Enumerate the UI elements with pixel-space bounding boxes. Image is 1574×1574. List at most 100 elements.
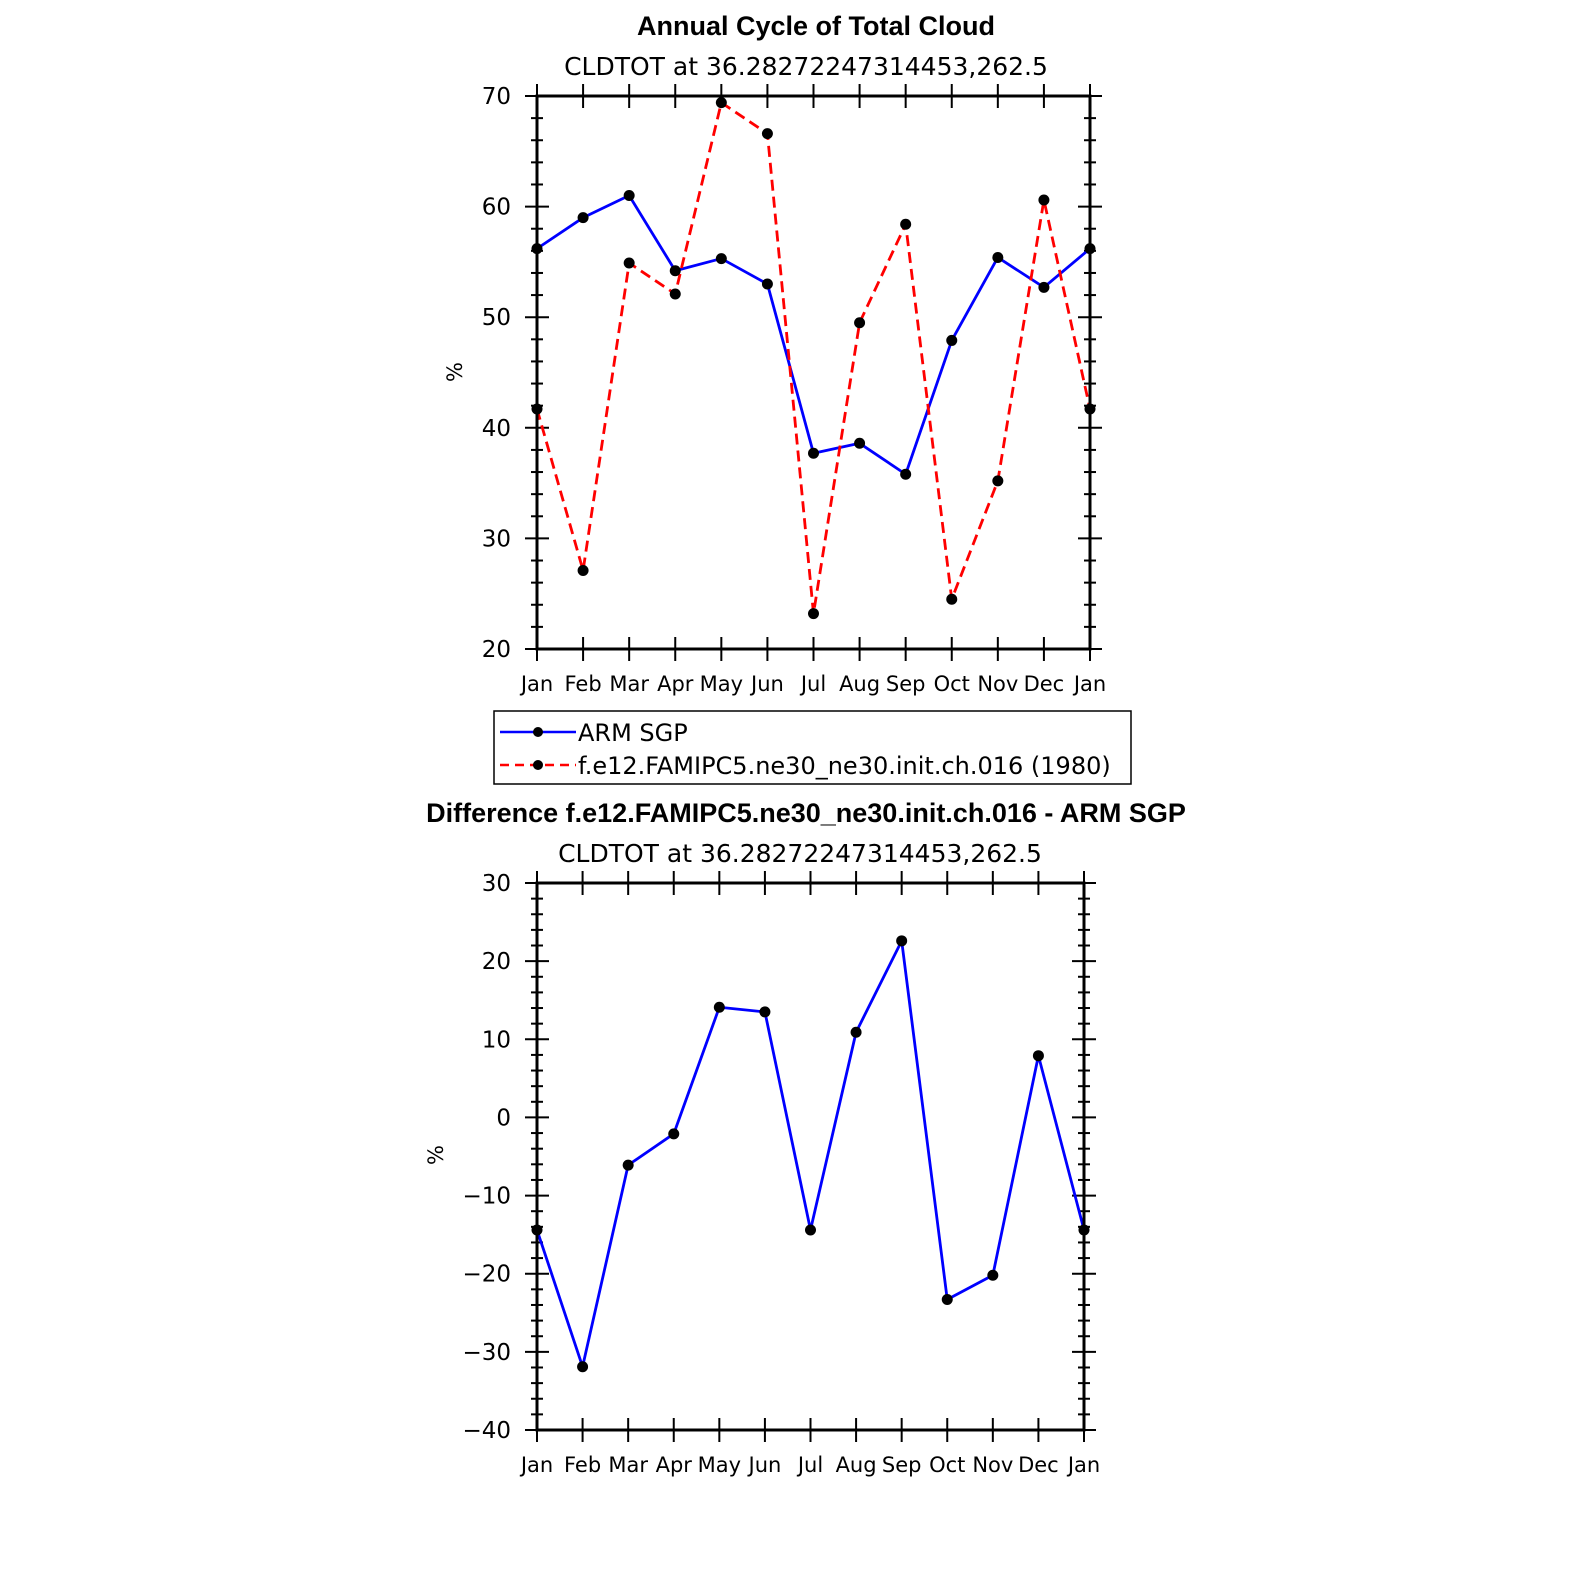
data-point-0: [1038, 281, 1050, 293]
plot-frame: [535, 94, 1092, 651]
marker-layer: [531, 935, 1090, 1373]
data-point-1: [715, 97, 727, 109]
x-tick-labels: Jan Feb Mar Apr May Jun Jul Aug Sep Oct Nov Dec Jan: [519, 1453, 1100, 1477]
data-point-1: [946, 593, 958, 605]
data-point-0: [761, 278, 773, 290]
x-tick-label: Mar: [609, 672, 649, 696]
y-tick-label: 60: [482, 195, 511, 221]
y-tick-label: −10: [462, 1184, 511, 1210]
legend-entry-obs: ARM SGP: [500, 719, 688, 747]
chart-title: Annual Cycle of Total Cloud: [637, 11, 995, 41]
y-tick-label: 20: [482, 949, 511, 975]
data-point-0: [987, 1269, 999, 1281]
x-tick-label: Oct: [934, 672, 970, 696]
data-point-0: [577, 212, 589, 224]
data-point-0: [622, 1159, 634, 1171]
data-point-1: [577, 564, 589, 576]
x-tick-label: Oct: [929, 1453, 965, 1477]
x-tick-label: Sep: [886, 672, 926, 696]
data-point-0: [946, 334, 958, 346]
data-point-0: [623, 190, 635, 202]
y-axis-label: %: [443, 362, 467, 382]
data-point-0: [992, 251, 1004, 263]
chart-title: Difference f.e12.FAMIPC5.ne30_ne30.init.…: [426, 798, 1186, 828]
plot-frame: [535, 881, 1086, 1432]
x-tick-label: Mar: [608, 1453, 648, 1477]
y-tick-labels: 20 30 40 50 60 70: [482, 84, 511, 663]
data-point-1: [992, 475, 1004, 487]
series-line-0: [536, 194, 1091, 476]
x-tick-label: Jul: [796, 1453, 823, 1477]
x-tick-labels: Jan Feb Mar Apr May Jun Jul Aug Sep Oct Nov Dec Jan: [519, 672, 1106, 696]
legend-label-obs: ARM SGP: [578, 719, 688, 747]
axis-ticks: [525, 871, 1096, 1442]
data-point-0: [668, 1128, 680, 1140]
x-tick-label: Feb: [564, 672, 601, 696]
y-tick-labels: −40 −30 −20 −10 0 10 20 30: [462, 871, 511, 1444]
data-point-1: [761, 128, 773, 140]
x-tick-label: Apr: [656, 1453, 693, 1477]
y-tick-label: −40: [462, 1418, 511, 1444]
x-tick-label: Nov: [972, 1453, 1013, 1477]
chart-subtitle: CLDTOT at 36.28272247314453,262.5: [564, 52, 1048, 81]
data-point-0: [854, 437, 866, 449]
series-layer: [535, 101, 1092, 616]
y-tick-label: 20: [482, 637, 511, 663]
legend-marker-model: [533, 760, 543, 770]
legend-entry-model: f.e12.FAMIPC5.ne30_ne30.init.ch.016 (198…: [500, 752, 1111, 780]
x-tick-label: Jul: [799, 672, 826, 696]
y-tick-label: 40: [482, 416, 511, 442]
data-point-0: [900, 468, 912, 480]
x-tick-label: Aug: [839, 672, 880, 696]
data-point-0: [805, 1224, 816, 1236]
data-point-0: [577, 1361, 589, 1373]
data-point-0: [669, 265, 681, 277]
data-point-0: [759, 1006, 771, 1018]
y-tick-label: 50: [482, 305, 511, 331]
y-tick-label: −30: [462, 1340, 511, 1366]
data-point-1: [900, 218, 912, 230]
x-tick-label: Nov: [977, 672, 1018, 696]
data-point-1: [623, 257, 635, 269]
marker-layer: [531, 97, 1096, 620]
x-tick-label: Jan: [1066, 1453, 1100, 1477]
data-point-0: [715, 253, 727, 265]
y-tick-label: 30: [482, 526, 511, 552]
data-point-0: [850, 1026, 862, 1038]
legend-marker-obs: [533, 727, 543, 737]
x-tick-label: Apr: [657, 672, 694, 696]
data-point-0: [808, 447, 819, 459]
x-tick-label: Jan: [1072, 672, 1106, 696]
x-tick-label: Jan: [519, 672, 553, 696]
series-layer: [535, 939, 1086, 1369]
data-point-0: [941, 1294, 953, 1306]
difference-chart: Difference f.e12.FAMIPC5.ne30_ne30.init.…: [424, 798, 1186, 1477]
x-tick-label: Jan: [519, 1453, 553, 1477]
series-line-0: [535, 939, 1086, 1369]
legend: ARM SGP f.e12.FAMIPC5.ne30_ne30.init.ch.…: [493, 710, 1132, 785]
data-point-1: [1038, 194, 1050, 206]
data-point-1: [854, 317, 866, 329]
data-point-1: [808, 608, 819, 620]
x-tick-label: May: [698, 1453, 741, 1477]
chart-subtitle: CLDTOT at 36.28272247314453,262.5: [558, 839, 1042, 868]
y-tick-label: 70: [482, 84, 511, 110]
x-tick-label: Aug: [836, 1453, 877, 1477]
series-line-1: [535, 101, 1092, 616]
y-tick-label: −20: [462, 1262, 511, 1288]
y-tick-label: 30: [482, 871, 511, 897]
x-tick-label: Jun: [747, 1453, 782, 1477]
data-point-1: [669, 288, 681, 300]
y-tick-label: 10: [482, 1027, 511, 1053]
legend-box: [493, 710, 1132, 785]
x-tick-label: May: [700, 672, 743, 696]
data-point-0: [713, 1001, 725, 1013]
data-point-0: [1032, 1050, 1044, 1062]
y-tick-label: 0: [496, 1105, 511, 1131]
x-tick-label: Sep: [882, 1453, 922, 1477]
y-axis-label: %: [424, 1145, 448, 1165]
x-tick-label: Dec: [1018, 1453, 1059, 1477]
x-tick-label: Dec: [1024, 672, 1065, 696]
annual-cycle-chart: Annual Cycle of Total Cloud CLDTOT at 36…: [443, 11, 1132, 785]
